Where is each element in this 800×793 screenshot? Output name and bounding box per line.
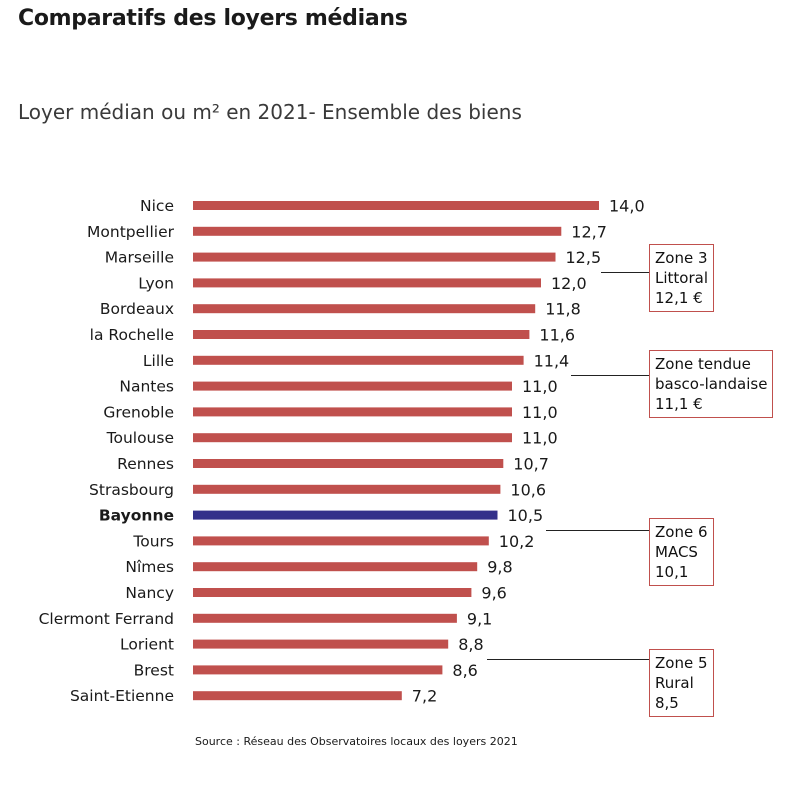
- data-label: 12,5: [566, 248, 602, 267]
- category-label: la Rochelle: [90, 326, 174, 344]
- bar: [193, 562, 478, 572]
- bar: [193, 484, 501, 494]
- bar: [193, 433, 512, 443]
- data-label: 11,0: [522, 403, 558, 422]
- data-label: 8,8: [458, 635, 483, 654]
- bar: [193, 665, 443, 675]
- zone-text: Zone tendue: [655, 355, 751, 373]
- zone-text: Littoral: [655, 269, 708, 287]
- bar: [193, 226, 562, 236]
- category-label: Grenoble: [103, 403, 174, 421]
- zone-text: Rural: [655, 674, 694, 692]
- category-label: Montpellier: [87, 223, 175, 241]
- data-label: 12,0: [551, 274, 587, 293]
- zone-connector: [487, 659, 649, 660]
- data-label: 10,7: [513, 455, 549, 474]
- bar: [193, 691, 402, 701]
- data-label: 9,8: [487, 558, 512, 577]
- bar: [193, 304, 536, 314]
- category-label: Brest: [134, 661, 174, 679]
- zone-text: 11,1 €: [655, 395, 703, 413]
- data-label: 11,0: [522, 429, 558, 448]
- data-label: 11,4: [534, 351, 570, 370]
- bar-highlight: [193, 510, 498, 520]
- data-label: 9,1: [467, 609, 492, 628]
- data-label: 11,6: [539, 326, 575, 345]
- data-label: 8,6: [452, 661, 477, 680]
- data-label: 9,6: [481, 584, 506, 603]
- zone-text: 8,5: [655, 694, 679, 712]
- zone-box: Zone tendue basco-landaise 11,1 €: [649, 350, 774, 418]
- zone-box: Zone 5 Rural 8,5: [649, 649, 714, 717]
- category-label: Strasbourg: [89, 481, 174, 499]
- bar: [193, 278, 541, 288]
- category-label: Nancy: [125, 584, 174, 602]
- source-note: Source : Réseau des Observatoires locaux…: [195, 735, 518, 748]
- bar: [193, 201, 599, 210]
- category-label: Tours: [132, 532, 174, 550]
- data-label: 10,5: [508, 506, 544, 525]
- zone-connector: [546, 530, 649, 531]
- bar: [193, 613, 457, 623]
- data-label: 14,0: [609, 197, 645, 216]
- zone-text: basco-landaise: [655, 375, 768, 393]
- zone-text: 10,1: [655, 563, 689, 581]
- zone-connector: [601, 272, 649, 273]
- bar: [193, 355, 524, 365]
- chart-subtitle: Loyer médian ou m² en 2021- Ensemble des…: [18, 100, 522, 124]
- bar: [193, 407, 512, 417]
- data-label: 11,8: [545, 300, 581, 319]
- category-label: Clermont Ferrand: [39, 610, 174, 628]
- zone-text: Zone 5: [655, 654, 708, 672]
- category-label: Lille: [143, 352, 174, 370]
- bar: [193, 639, 449, 649]
- zone-box: Zone 3 Littoral 12,1 €: [649, 244, 714, 312]
- category-label: Marseille: [105, 249, 174, 267]
- category-label: Toulouse: [106, 429, 174, 447]
- chart-title: Comparatifs des loyers médians: [18, 6, 408, 31]
- category-label: Bayonne: [99, 507, 174, 525]
- data-label: 11,0: [522, 377, 558, 396]
- zone-text: MACS: [655, 543, 698, 561]
- bar: [193, 330, 530, 339]
- data-label: 10,2: [499, 532, 535, 551]
- zone-text: Zone 6: [655, 523, 708, 541]
- category-label: Rennes: [117, 455, 174, 473]
- zone-text: 12,1 €: [655, 289, 703, 307]
- zone-box: Zone 6 MACS 10,1: [649, 518, 714, 586]
- category-label: Nantes: [119, 378, 174, 396]
- data-label: 7,2: [412, 687, 437, 706]
- zone-text: Zone 3: [655, 249, 708, 267]
- bar: [193, 536, 489, 546]
- bar: [193, 459, 504, 468]
- bar: [193, 252, 556, 262]
- category-label: Lyon: [138, 274, 174, 292]
- bar: [193, 381, 512, 391]
- data-label: 10,6: [510, 480, 546, 499]
- category-label: Nîmes: [125, 558, 174, 576]
- category-label: Lorient: [120, 636, 174, 654]
- category-label: Nice: [140, 197, 174, 215]
- data-label: 12,7: [571, 222, 607, 241]
- bar: [193, 588, 472, 597]
- zone-connector: [571, 375, 649, 376]
- category-label: Saint-Etienne: [70, 687, 174, 705]
- category-label: Bordeaux: [100, 300, 174, 318]
